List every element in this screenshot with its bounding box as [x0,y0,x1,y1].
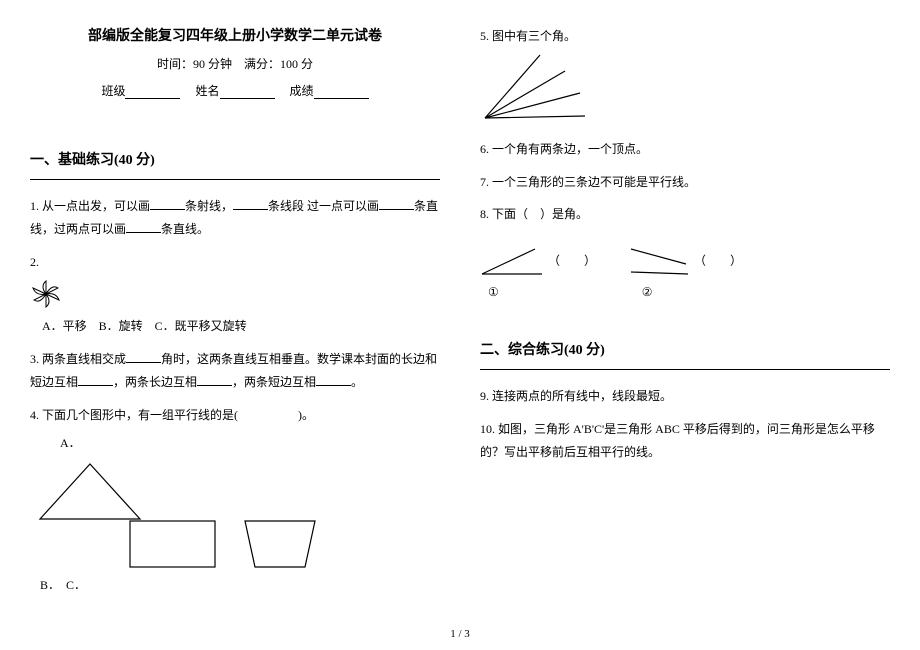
question-2: 2. A．平移 B．旋转 C．既平移又旋转 [30,251,440,339]
question-4: 4. 下面几个图形中，有一组平行线的是( )。 A． B． C． [30,404,440,597]
q3-t1: 3. 两条直线相交成 [30,352,126,366]
score-blank[interactable] [314,85,369,99]
page-number: 1 / 3 [0,628,920,640]
right-column: 5. 图中有三个角。 6. 一个角有两条边，一个顶点。 7. 一个三角形的三条边… [480,20,890,600]
left-column: 部编版全能复习四年级上册小学数学二单元试卷 时间：90 分钟 满分：100 分 … [30,20,440,600]
q8-angle2 [626,244,691,279]
question-1: 1. 从一点出发，可以画条射线，条线段 过一点可以画条直线，过两点可以画条直线。 [30,195,440,241]
q8-text: 8. 下面（ ）是角。 [480,203,890,226]
name-blank[interactable] [220,85,275,99]
q1-t5: 条直线。 [161,222,209,236]
section1-rule [30,179,440,180]
q1-blank1[interactable] [150,197,185,210]
student-info-line: 班级 姓名 成绩 [30,82,440,99]
q8-figures: （ ） （ ） ① ② [480,244,890,304]
q3-t4: ，两条短边互相 [232,375,316,389]
q8-mark2: ② [642,285,653,299]
rectangle-icon [130,521,215,567]
q3-blank4[interactable] [316,373,351,386]
section1-title: 一、基础练习(40 分) [30,149,440,169]
q4-opt-bc-label: B． C． [40,574,440,597]
question-7: 7. 一个三角形的三条边不可能是平行线。 [480,171,890,194]
q2-options: A．平移 B．旋转 C．既平移又旋转 [30,315,440,338]
q1-t2: 条射线， [185,199,233,213]
q3-blank1[interactable] [126,350,161,363]
q8-angle1 [480,244,545,279]
q8-paren2[interactable]: （ ） [694,253,742,267]
q3-blank2[interactable] [78,373,113,386]
class-blank[interactable] [125,85,180,99]
q4-opt-a-label: A． [60,432,440,455]
section2-title: 二、综合练习(40 分) [480,339,890,359]
q1-blank3[interactable] [379,197,414,210]
score-label: 成绩 [290,84,314,98]
question-10: 10. 如图，三角形 A'B'C'是三角形 ABC 平移后得到的，问三角形是怎么… [480,418,890,464]
q4-figures [30,459,440,569]
question-9: 9. 连接两点的所有线中，线段最短。 [480,385,890,408]
q4-text: 4. 下面几个图形中，有一组平行线的是( )。 [30,404,440,427]
q2-figure [30,278,440,310]
q3-blank3[interactable] [197,373,232,386]
trapezoid-icon [245,521,315,567]
pinwheel-icon [30,278,62,310]
q1-t3: 条线段 过一点可以画 [268,199,379,213]
exam-title: 部编版全能复习四年级上册小学数学二单元试卷 [30,25,440,45]
q3-t5: 。 [351,375,363,389]
triangle-icon [40,464,140,519]
q1-blank2[interactable] [233,197,268,210]
q1-t1: 1. 从一点出发，可以画 [30,199,150,213]
exam-subtitle: 时间：90 分钟 满分：100 分 [30,55,440,72]
q3-t3: ，两条长边互相 [113,375,197,389]
q5-text: 5. 图中有三个角。 [480,25,890,48]
q1-blank4[interactable] [126,220,161,233]
section2-rule [480,369,890,370]
q5-figure [480,53,890,123]
question-5: 5. 图中有三个角。 [480,25,890,128]
question-8: 8. 下面（ ）是角。 （ ） [480,203,890,309]
q2-num: 2. [30,251,440,274]
q8-paren1[interactable]: （ ） [548,253,596,267]
q8-mark1: ① [488,285,499,299]
q4-shapes [30,459,330,569]
question-6: 6. 一个角有两条边，一个顶点。 [480,138,890,161]
name-label: 姓名 [195,84,219,98]
question-3: 3. 两条直线相交成角时，这两条直线互相垂直。数学课本封面的长边和短边互相，两条… [30,348,440,394]
class-label: 班级 [101,84,125,98]
rays-icon [480,53,590,123]
